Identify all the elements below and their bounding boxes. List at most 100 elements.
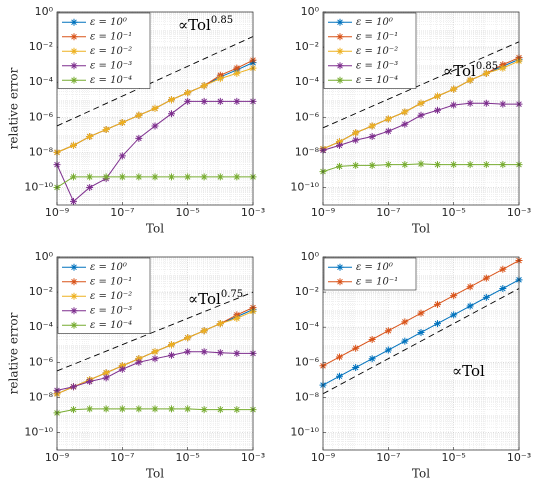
marker — [118, 119, 126, 127]
annotation-text: ∝Tol — [178, 16, 211, 34]
marker — [417, 160, 425, 168]
marker — [233, 69, 241, 77]
marker — [168, 405, 176, 413]
legend-label: ε = 10⁰ — [90, 17, 127, 28]
x-tick-label: 10⁻⁵ — [442, 451, 466, 464]
legend-marker — [70, 76, 78, 84]
marker — [168, 96, 176, 104]
marker — [384, 115, 392, 123]
marker — [384, 161, 392, 169]
marker — [434, 161, 442, 169]
marker — [352, 344, 360, 352]
legend-label: ε = 10⁻² — [356, 46, 398, 57]
legend-label: ε = 10⁻² — [90, 291, 132, 302]
marker — [499, 100, 507, 108]
marker — [417, 309, 425, 317]
x-tick-label: 10⁻⁹ — [45, 451, 69, 464]
marker — [368, 335, 376, 343]
marker — [70, 197, 78, 205]
y-axis-label: relative error — [7, 67, 21, 149]
marker — [233, 97, 241, 105]
marker — [135, 355, 143, 363]
marker — [184, 405, 192, 413]
x-tick-label: 10⁻⁷ — [376, 206, 400, 219]
marker — [499, 285, 507, 293]
legend-marker — [70, 307, 78, 315]
marker — [200, 348, 208, 356]
legend-label: ε = 10⁻⁴ — [90, 75, 132, 86]
legend-marker — [70, 18, 78, 26]
legend-marker — [70, 62, 78, 70]
legend-label: ε = 10⁻³ — [90, 60, 132, 71]
legend-marker — [336, 33, 344, 41]
axes-box — [322, 256, 520, 451]
marker — [417, 99, 425, 107]
marker — [450, 311, 458, 319]
marker — [135, 405, 143, 413]
marker — [450, 292, 458, 300]
marker — [368, 355, 376, 363]
marker — [384, 346, 392, 354]
marker — [118, 365, 126, 373]
marker — [70, 383, 78, 391]
marker — [151, 104, 159, 112]
marker — [482, 161, 490, 169]
legend-marker — [336, 278, 344, 286]
legend-marker — [70, 278, 78, 286]
marker — [200, 97, 208, 105]
marker — [200, 327, 208, 335]
marker — [216, 97, 224, 105]
reference-line — [322, 41, 520, 129]
marker — [216, 173, 224, 181]
y-tick-label: 10⁻⁴ — [29, 75, 54, 88]
marker — [499, 265, 507, 273]
marker — [336, 372, 344, 380]
x-tick-label: 10⁻⁹ — [311, 451, 335, 464]
marker — [168, 341, 176, 349]
x-axis-label: Tol — [146, 467, 164, 481]
x-tick-label: 10⁻⁹ — [45, 206, 69, 219]
reference-line — [322, 288, 520, 395]
legend-marker — [70, 263, 78, 271]
axes-box — [56, 11, 254, 206]
y-tick-label: 10⁻⁴ — [295, 320, 320, 333]
marker — [70, 173, 78, 181]
marker — [466, 283, 474, 291]
marker — [184, 173, 192, 181]
marker — [151, 122, 159, 130]
marker — [401, 161, 409, 169]
marker — [352, 161, 360, 169]
y-tick-label: 10⁻⁶ — [29, 355, 54, 368]
x-axis-label: Tol — [412, 467, 430, 481]
y-tick-label: 10⁻¹⁰ — [24, 180, 53, 193]
y-tick-label: 10⁻⁶ — [29, 110, 54, 123]
marker — [86, 378, 94, 386]
y-tick-label: 10⁻⁶ — [295, 110, 320, 123]
marker — [434, 300, 442, 308]
y-tick-label: 10⁻⁸ — [295, 390, 320, 403]
marker — [200, 173, 208, 181]
legend-marker — [336, 76, 344, 84]
marker — [384, 327, 392, 335]
marker — [401, 120, 409, 128]
marker — [482, 99, 490, 107]
y-tick-label: 10⁻⁸ — [295, 145, 320, 158]
legend-marker — [70, 321, 78, 329]
x-axis-label: Tol — [412, 222, 430, 236]
legend-label: ε = 10⁰ — [90, 262, 127, 273]
marker — [135, 358, 143, 366]
marker — [368, 161, 376, 169]
reference-line — [56, 291, 254, 372]
legend-label: ε = 10⁻¹ — [90, 31, 132, 42]
marker — [466, 99, 474, 107]
y-tick-label: 10⁻² — [295, 285, 319, 298]
annotation-text: ∝Tol — [443, 62, 476, 80]
marker — [102, 173, 110, 181]
marker — [233, 64, 241, 72]
legend-label: ε = 10⁻⁴ — [90, 320, 132, 331]
legend-marker — [336, 18, 344, 26]
legend-box — [323, 257, 417, 291]
marker — [336, 141, 344, 149]
marker — [216, 75, 224, 83]
